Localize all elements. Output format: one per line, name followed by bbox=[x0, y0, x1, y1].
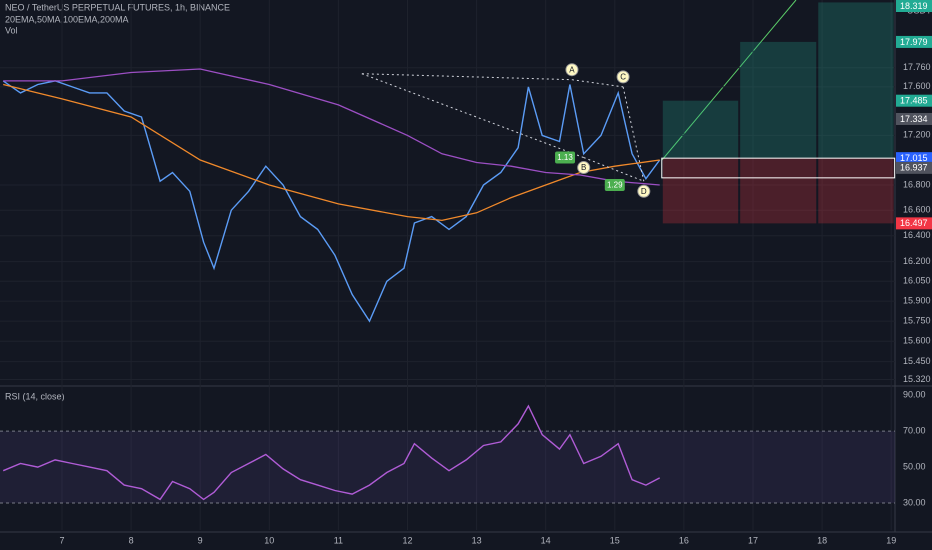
y-tick-label: 16.200 bbox=[903, 256, 931, 266]
x-tick-label: 9 bbox=[198, 535, 203, 545]
y-tick-label: 17.600 bbox=[903, 81, 931, 91]
y-tick-label: 16.050 bbox=[903, 276, 931, 286]
target-zone bbox=[740, 41, 817, 159]
pattern-line bbox=[583, 157, 644, 182]
pattern-label: A bbox=[569, 65, 575, 74]
y-tick-label: 15.320 bbox=[903, 374, 931, 384]
volume-label: Vol bbox=[5, 25, 18, 35]
series-line bbox=[2, 80, 661, 323]
price-marker-label: 18.319 bbox=[900, 1, 928, 11]
target-zone bbox=[662, 100, 739, 159]
price-marker-label: 17.015 bbox=[900, 153, 928, 163]
price-marker bbox=[896, 35, 932, 48]
ratio-box bbox=[555, 151, 576, 164]
pattern-point bbox=[616, 70, 630, 84]
y-tick-label: 30.00 bbox=[903, 497, 926, 507]
y-tick-label: 16.400 bbox=[903, 230, 931, 240]
x-tick-label: 16 bbox=[679, 535, 689, 545]
y-tick-label: 70.00 bbox=[903, 426, 926, 436]
x-tick-label: 7 bbox=[59, 535, 64, 545]
series-line bbox=[3, 68, 660, 186]
price-marker bbox=[896, 0, 932, 12]
ratio-label: 1.13 bbox=[557, 153, 573, 162]
pattern-line bbox=[571, 79, 624, 88]
rsi-title: RSI (14, close) bbox=[5, 391, 65, 401]
price-marker-label: 17.979 bbox=[900, 37, 928, 47]
y-tick-label: 17.760 bbox=[903, 62, 931, 72]
y-tick-label: 90.00 bbox=[903, 390, 926, 400]
series-line bbox=[2, 404, 661, 501]
x-tick-label: 12 bbox=[402, 535, 412, 545]
y-tick-label: 16.600 bbox=[903, 205, 931, 215]
stop-zone bbox=[818, 158, 894, 224]
entry-box bbox=[661, 157, 896, 179]
y-tick-label: 15.600 bbox=[903, 336, 931, 346]
price-marker-label: 16.497 bbox=[900, 218, 928, 228]
pattern-line bbox=[622, 86, 645, 182]
y-tick-label: 50.00 bbox=[903, 461, 926, 471]
x-tick-label: 19 bbox=[886, 535, 896, 545]
price-marker-label: 16.937 bbox=[900, 163, 928, 173]
pattern-point bbox=[637, 184, 651, 198]
price-marker bbox=[896, 112, 932, 125]
price-marker-label: 17.485 bbox=[900, 96, 928, 106]
y-tick-label: 16.800 bbox=[903, 179, 931, 189]
price-marker-label: 17.334 bbox=[900, 114, 928, 124]
y-tick-label: 17.200 bbox=[903, 130, 931, 140]
y-tick-label: 15.750 bbox=[903, 315, 931, 325]
ratio-box bbox=[604, 178, 625, 191]
ratio-label: 1.29 bbox=[607, 181, 623, 190]
x-tick-label: 17 bbox=[748, 535, 758, 545]
price-marker bbox=[896, 152, 932, 165]
pattern-label: B bbox=[581, 163, 586, 172]
pattern-point bbox=[577, 161, 591, 175]
target-zone bbox=[818, 2, 894, 159]
x-tick-label: 10 bbox=[264, 535, 274, 545]
price-marker bbox=[896, 161, 932, 174]
x-tick-label: 18 bbox=[817, 535, 827, 545]
indicator-list: 20EMA,50MA,100EMA,200MA bbox=[5, 14, 129, 24]
y-tick-label: 15.900 bbox=[903, 295, 931, 305]
stop-zone bbox=[662, 158, 739, 224]
rsi-band bbox=[0, 431, 895, 504]
x-tick-label: 13 bbox=[472, 535, 482, 545]
pattern-label: C bbox=[620, 72, 626, 81]
x-tick-label: 11 bbox=[334, 535, 343, 545]
chart-title: NEO / TetherUS PERPETUAL FUTURES, 1h, BI… bbox=[5, 2, 230, 12]
pattern-label: D bbox=[641, 187, 647, 196]
y-tick-label: 15.450 bbox=[903, 356, 931, 366]
pattern-point bbox=[565, 63, 579, 77]
pattern-line bbox=[361, 73, 572, 81]
stop-zone bbox=[740, 158, 817, 224]
price-marker bbox=[896, 94, 932, 107]
x-tick-label: 8 bbox=[129, 535, 134, 545]
price-marker bbox=[896, 217, 932, 230]
x-tick-label: 14 bbox=[541, 535, 551, 545]
x-tick-label: 15 bbox=[610, 535, 620, 545]
